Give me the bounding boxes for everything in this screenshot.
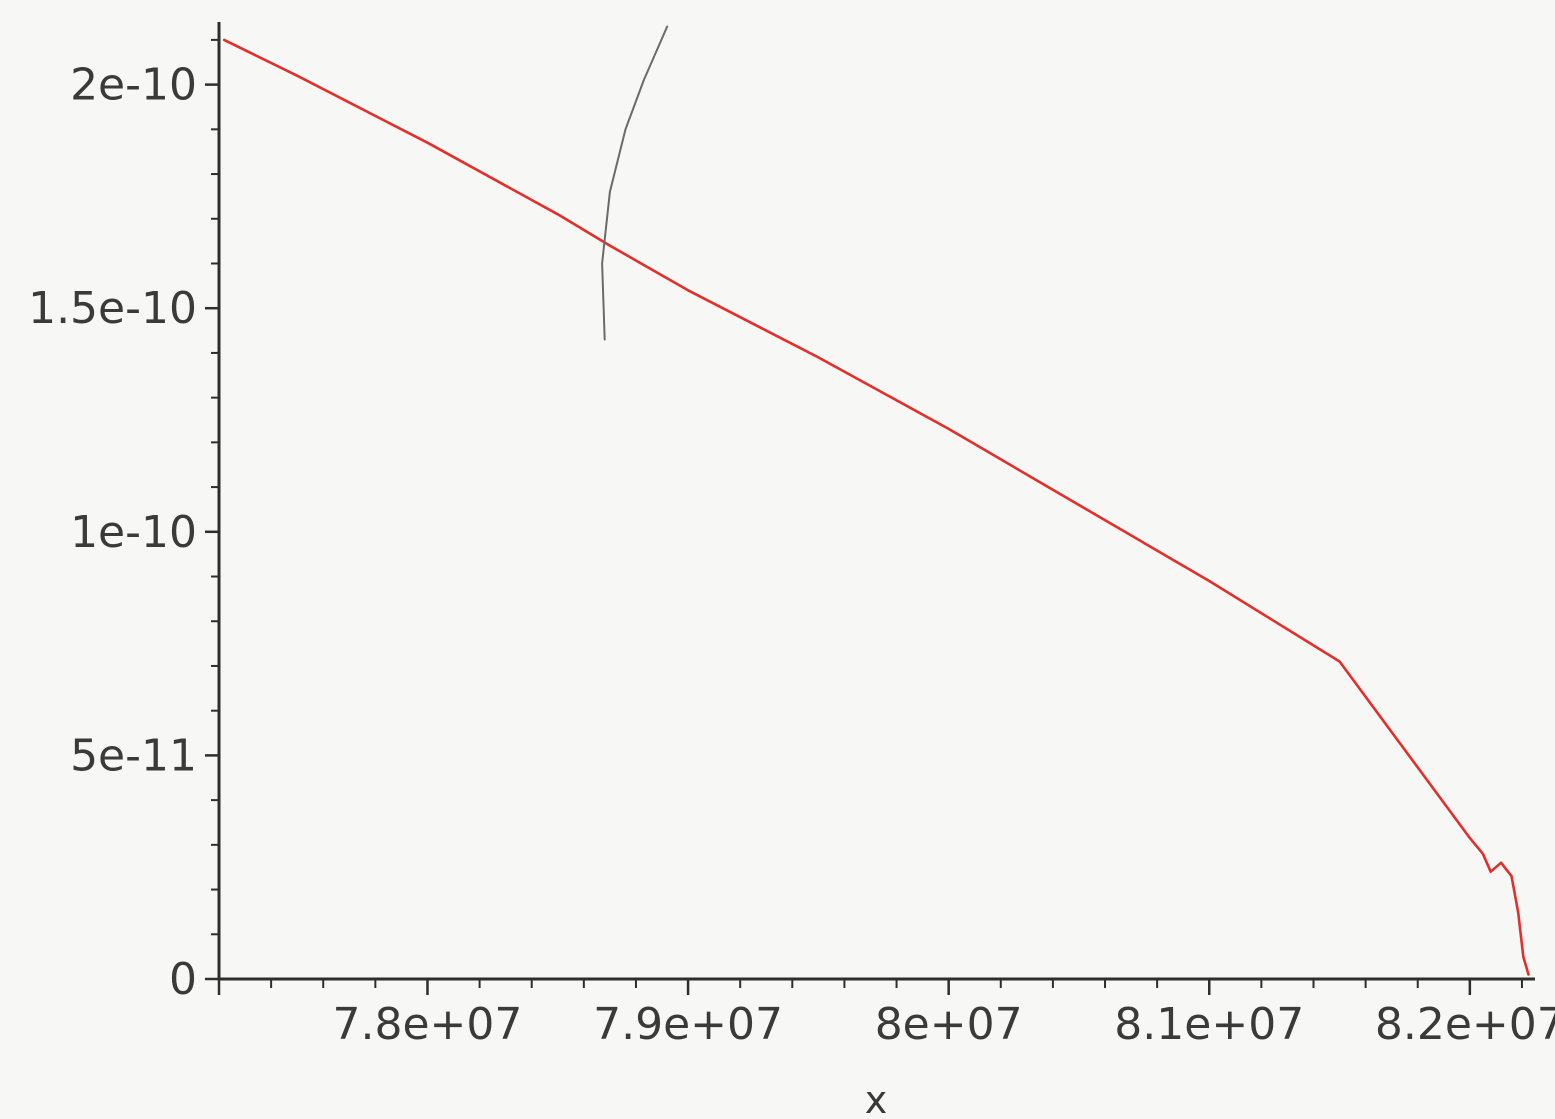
- x-axis-ticks: 7.8e+07 7.9e+07 8e+07 8.1e+07 8.2e+07: [217, 979, 1555, 1050]
- series-layer: [222, 25, 1530, 976]
- y-tick-label: 5e-11: [70, 730, 197, 781]
- x-tick-label: 8.2e+07: [1375, 999, 1555, 1050]
- x-axis-title: x: [865, 1078, 888, 1119]
- x-tick-label: 8.1e+07: [1114, 999, 1304, 1050]
- y-tick-label: 1.5e-10: [28, 283, 197, 334]
- y-tick-label: 2e-10: [70, 60, 197, 111]
- axes: [217, 22, 1535, 981]
- x-tick-label: 8e+07: [875, 999, 1023, 1050]
- x-tick-label: 7.9e+07: [593, 999, 783, 1050]
- y-axis-ticks: 0 5e-11 1e-10 1.5e-10 2e-10: [28, 38, 219, 1005]
- series-line-2: [601, 25, 669, 341]
- series-line-1: [222, 38, 1530, 976]
- y-tick-label: 1e-10: [70, 507, 197, 558]
- y-tick-label: 0: [169, 954, 197, 1005]
- x-tick-label: 7.8e+07: [333, 999, 523, 1050]
